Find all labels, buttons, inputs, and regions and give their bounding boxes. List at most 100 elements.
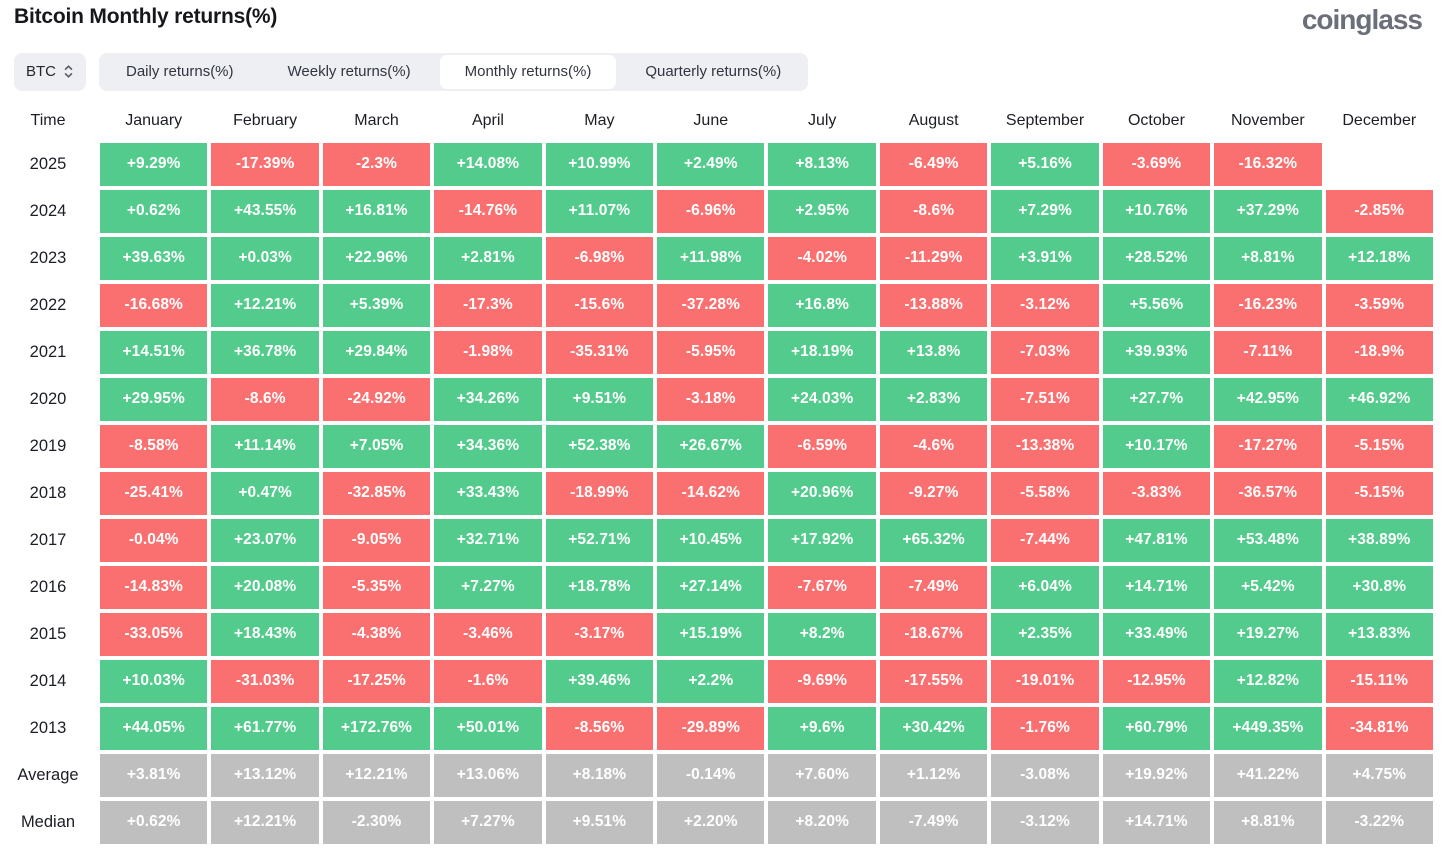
- column-header-october: October: [1127, 111, 1185, 129]
- return-cell-2022-august: -13.88%: [879, 283, 988, 327]
- return-cell-2015-august: -18.67%: [879, 612, 988, 656]
- return-cell-2020-december: +46.92%: [1325, 377, 1433, 421]
- return-cell-median-april: +7.27%: [434, 800, 542, 844]
- return-cell-2013-october: +60.79%: [1102, 706, 1211, 750]
- return-cell-2025-may: +10.99%: [545, 142, 654, 186]
- return-cell-2014-february: -31.03%: [211, 659, 319, 703]
- return-cell-2022-december: -3.59%: [1325, 283, 1433, 327]
- return-cell-2017-august: +65.32%: [879, 518, 988, 562]
- return-cell-2015-june: +15.19%: [657, 612, 765, 656]
- return-cell-2020-july: +24.03%: [768, 377, 876, 421]
- return-cell-average-august: +1.12%: [879, 753, 988, 797]
- return-cell-2023-june: +11.98%: [657, 236, 765, 280]
- tab-weekly-returns[interactable]: Weekly returns(%): [263, 55, 436, 89]
- return-cell-2020-january: +29.95%: [100, 377, 208, 421]
- return-cell-2017-september: -7.44%: [991, 518, 1099, 562]
- return-cell-2015-february: +18.43%: [211, 612, 319, 656]
- return-cell-2024-december: -2.85%: [1325, 189, 1433, 233]
- return-cell-2022-october: +5.56%: [1102, 283, 1211, 327]
- return-cell-2022-september: -3.12%: [991, 283, 1099, 327]
- return-cell-2020-june: -3.18%: [657, 377, 765, 421]
- return-cell-2015-october: +33.49%: [1102, 612, 1211, 656]
- return-cell-2021-march: +29.84%: [322, 330, 431, 374]
- return-cell-median-november: +8.81%: [1214, 800, 1322, 844]
- return-cell-2017-may: +52.71%: [545, 518, 654, 562]
- tab-quarterly-returns[interactable]: Quarterly returns(%): [620, 55, 806, 89]
- return-cell-2025-march: -2.3%: [322, 142, 431, 186]
- return-cell-2013-september: -1.76%: [991, 706, 1099, 750]
- return-cell-2023-may: -6.98%: [545, 236, 654, 280]
- return-cell-2013-january: +44.05%: [100, 706, 208, 750]
- return-cell-2016-march: -5.35%: [322, 565, 431, 609]
- return-cell-2021-april: -1.98%: [434, 330, 542, 374]
- returns-table: Time January February March April May June July…: [0, 103, 1433, 844]
- return-cell-2015-december: +13.83%: [1325, 612, 1433, 656]
- return-cell-median-september: -3.12%: [991, 800, 1099, 844]
- row-label-2016: 2016: [29, 577, 67, 596]
- return-cell-2017-june: +10.45%: [657, 518, 765, 562]
- return-cell-2017-april: +32.71%: [434, 518, 542, 562]
- return-cell-average-april: +13.06%: [434, 753, 542, 797]
- row-label-2020: 2020: [29, 389, 67, 408]
- topbar: Bitcoin Monthly returns(%) coinglass: [0, 0, 1442, 36]
- tab-monthly-returns[interactable]: Monthly returns(%): [439, 54, 617, 89]
- return-cell-2017-october: +47.81%: [1102, 518, 1211, 562]
- return-cell-2017-march: -9.05%: [322, 518, 431, 562]
- page-title: Bitcoin Monthly returns(%): [14, 5, 278, 28]
- tab-daily-returns[interactable]: Daily returns(%): [101, 55, 259, 89]
- return-cell-2013-december: -34.81%: [1325, 706, 1433, 750]
- row-label-2017: 2017: [29, 530, 67, 549]
- return-cell-2020-october: +27.7%: [1102, 377, 1211, 421]
- return-cell-2024-july: +2.95%: [768, 189, 876, 233]
- controls-bar: BTC Daily returns(%) Weekly returns(%) Mon…: [14, 52, 1442, 91]
- row-label-2023: 2023: [29, 248, 67, 267]
- return-cell-2013-april: +50.01%: [434, 706, 542, 750]
- return-cell-2016-january: -14.83%: [100, 565, 208, 609]
- returns-tab-group: Daily returns(%) Weekly returns(%) Monthly…: [99, 52, 809, 91]
- return-cell-2021-june: -5.95%: [657, 330, 765, 374]
- return-cell-median-july: +8.20%: [768, 800, 876, 844]
- return-cell-median-august: -7.49%: [879, 800, 988, 844]
- return-cell-2021-july: +18.19%: [768, 330, 876, 374]
- return-cell-2016-august: -7.49%: [879, 565, 988, 609]
- column-header-may: May: [584, 111, 615, 129]
- return-cell-2020-august: +2.83%: [879, 377, 988, 421]
- return-cell-average-january: +3.81%: [100, 753, 208, 797]
- symbol-label: BTC: [26, 63, 56, 81]
- return-cell-2015-april: -3.46%: [434, 612, 542, 656]
- return-cell-2023-august: -11.29%: [879, 236, 988, 280]
- return-cell-2024-august: -8.6%: [879, 189, 988, 233]
- column-header-time: Time: [30, 111, 66, 129]
- column-header-january: January: [125, 111, 183, 129]
- return-cell-2022-july: +16.8%: [768, 283, 876, 327]
- return-cell-2015-january: -33.05%: [100, 612, 208, 656]
- return-cell-2022-march: +5.39%: [322, 283, 431, 327]
- row-label-2014: 2014: [29, 671, 67, 690]
- column-header-december: December: [1342, 111, 1417, 129]
- return-cell-2018-march: -32.85%: [322, 471, 431, 515]
- return-cell-2013-july: +9.6%: [768, 706, 876, 750]
- return-cell-2024-february: +43.55%: [211, 189, 319, 233]
- row-label-median: Median: [20, 812, 76, 831]
- return-cell-median-june: +2.20%: [657, 800, 765, 844]
- return-cell-2021-may: -35.31%: [545, 330, 654, 374]
- return-cell-2023-january: +39.63%: [100, 236, 208, 280]
- return-cell-2018-september: -5.58%: [991, 471, 1099, 515]
- return-cell-2024-january: +0.62%: [100, 189, 208, 233]
- return-cell-average-march: +12.21%: [322, 753, 431, 797]
- column-header-april: April: [471, 111, 504, 129]
- return-cell-2014-june: +2.2%: [657, 659, 765, 703]
- row-label-2015: 2015: [29, 624, 67, 643]
- return-cell-2014-april: -1.6%: [434, 659, 542, 703]
- return-cell-2021-february: +36.78%: [211, 330, 319, 374]
- return-cell-2021-december: -18.9%: [1325, 330, 1433, 374]
- return-cell-2022-june: -37.28%: [657, 283, 765, 327]
- return-cell-2023-march: +22.96%: [322, 236, 431, 280]
- return-cell-2019-april: +34.36%: [434, 424, 542, 468]
- column-header-august: August: [908, 111, 959, 129]
- row-label-2024: 2024: [29, 201, 67, 220]
- return-cell-2019-february: +11.14%: [211, 424, 319, 468]
- symbol-select[interactable]: BTC: [14, 52, 86, 91]
- return-cell-2024-june: -6.96%: [657, 189, 765, 233]
- return-cell-2016-september: +6.04%: [991, 565, 1099, 609]
